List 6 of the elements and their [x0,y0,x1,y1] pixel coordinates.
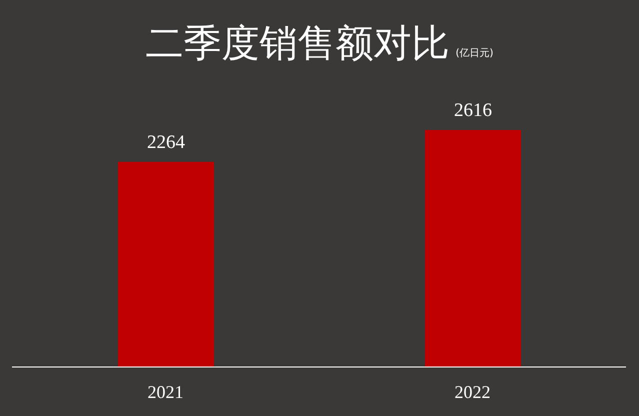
data-label: 2616 [454,100,492,121]
chart-title: 二季度销售额对比 [146,21,450,65]
x-tick-label: 2022 [454,382,490,402]
chart-subtitle: (亿日元) [456,48,494,59]
data-label: 2264 [147,132,186,153]
x-tick-label: 2021 [148,382,184,402]
